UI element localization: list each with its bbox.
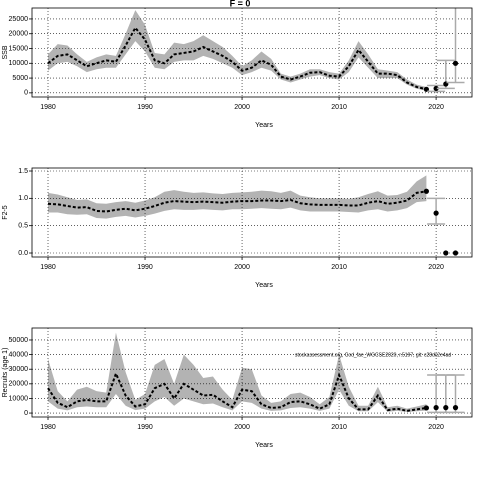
x-tick-label: 2010 [331,264,347,271]
x-tick-label: 1980 [40,424,56,431]
x-tick-label: 1980 [40,264,56,271]
plot-frame [31,167,473,258]
y-tick-label: 15000 [9,45,29,52]
projection-point [443,250,449,256]
y-tick-label: 1.5 [18,168,28,175]
plot-area [32,8,472,97]
x-tick-label: 2000 [234,424,250,431]
x-tick-label: 2000 [234,104,250,111]
x-tick-label: 1980 [40,104,56,111]
projection-point [433,210,439,216]
projection-point [433,405,439,411]
plot-frame [31,7,473,98]
x-tick-label: 2010 [331,424,347,431]
y-tick-label: 0 [24,410,28,417]
x-tick-label: 2010 [331,104,347,111]
y-tick-label: 20000 [9,381,29,388]
y-tick-label: 40000 [9,351,29,358]
x-tick-label: 2020 [428,424,444,431]
y-tick-label: 10000 [9,395,29,402]
x-tick-label: 2020 [428,264,444,271]
confidence-band [48,10,427,91]
y-tick-label: 5000 [12,75,28,82]
x-tick-label: 1990 [137,264,153,271]
estimate-line [47,190,427,213]
x-axis-label: Years [255,442,273,449]
y-axis-label: F2-5 [2,205,9,220]
x-axis-label: Years [255,122,273,129]
projection-point [423,188,429,194]
y-tick-label: 0.0 [18,250,28,257]
x-tick-label: 1990 [137,424,153,431]
estimate-line [47,370,427,412]
x-tick-label: 2020 [428,104,444,111]
projection-point [423,86,429,92]
y-tick-label: 20000 [9,31,29,38]
y-axis-label: Recruits (age 1) [2,348,9,398]
projection-point [452,250,459,256]
projection-point [433,85,439,92]
chart-title: F = 0 [230,0,251,8]
projection-point [423,405,429,411]
confidence-band [48,175,427,219]
x-tick-label: 2000 [234,264,250,271]
y-tick-label: 1.0 [18,195,28,202]
y-tick-label: 0 [24,90,28,97]
y-tick-label: 50000 [9,337,29,344]
y-tick-label: 0.5 [18,223,28,230]
plot-area [32,328,472,417]
y-tick-label: 30000 [9,366,29,373]
annotation: stockassessment.org, Cod_fae_WGCSE2020, … [295,352,451,358]
x-axis-label: Years [255,282,273,289]
plot-area [32,168,472,257]
x-tick-label: 1990 [137,104,153,111]
projection-point [443,405,449,411]
projection-point [452,60,459,66]
projection-point [452,405,459,411]
y-tick-label: 25000 [9,16,29,23]
plot-frame [31,327,473,418]
y-tick-label: 10000 [9,60,29,67]
estimate-line [47,26,427,91]
confidence-band [48,332,427,413]
y-axis-label: SSB [2,45,9,59]
